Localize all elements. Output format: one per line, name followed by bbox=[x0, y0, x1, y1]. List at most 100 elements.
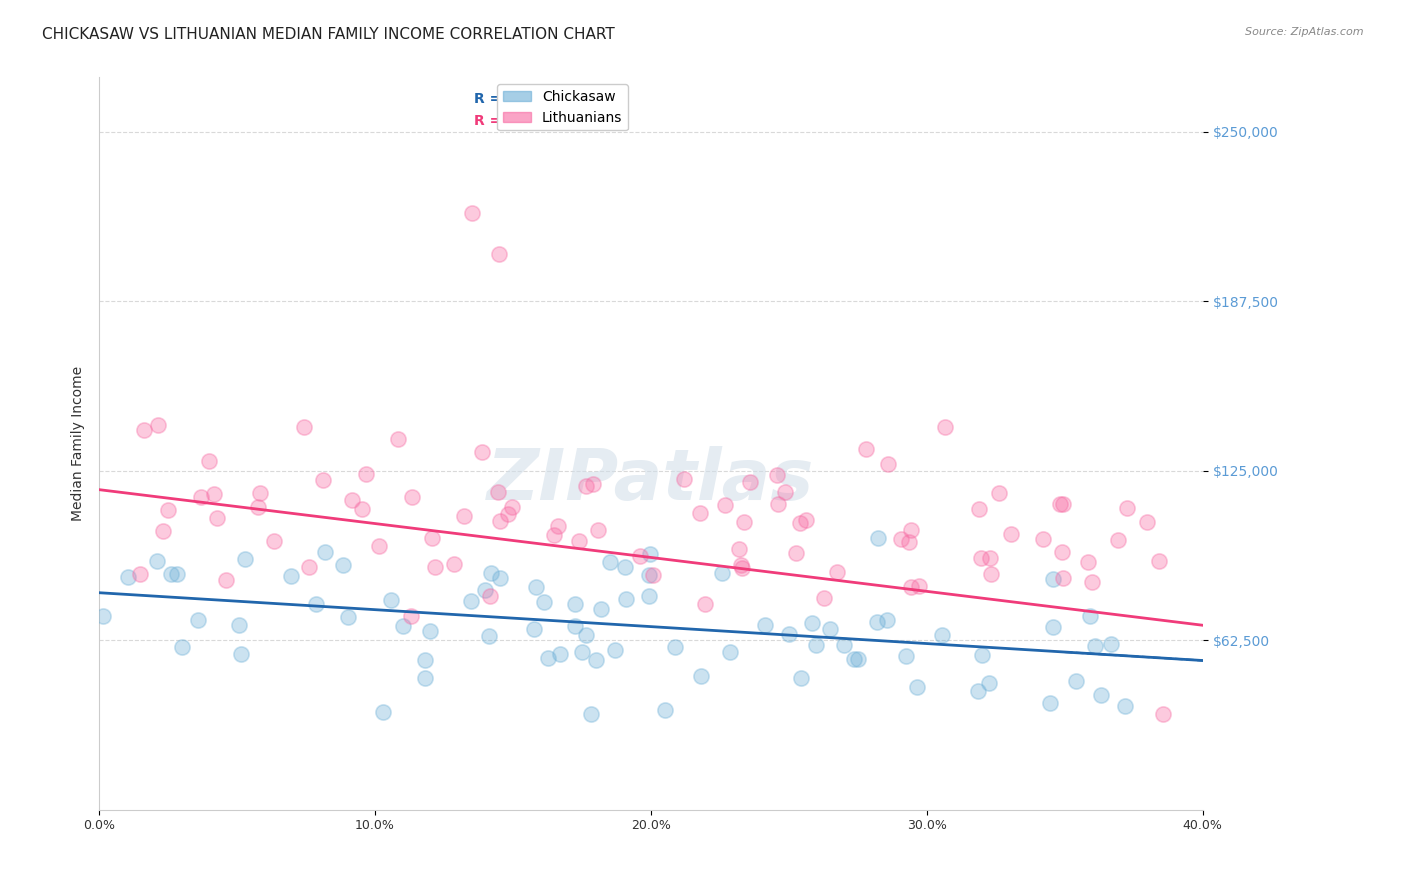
Point bbox=[1000, 526, 1022, 541]
Y-axis label: Median Family Income: Median Family Income bbox=[72, 366, 86, 521]
Point bbox=[855, 442, 877, 456]
Point bbox=[1077, 556, 1099, 570]
Point bbox=[1078, 608, 1101, 623]
Point bbox=[152, 524, 174, 538]
Point bbox=[399, 608, 422, 623]
Point bbox=[197, 454, 219, 468]
Point bbox=[420, 531, 443, 545]
Point bbox=[478, 590, 501, 604]
Point bbox=[392, 618, 415, 632]
Point bbox=[789, 516, 811, 531]
Point bbox=[738, 475, 761, 490]
Point bbox=[876, 613, 898, 627]
Point bbox=[134, 423, 156, 437]
Point bbox=[931, 628, 953, 642]
Point bbox=[970, 648, 993, 662]
Point bbox=[280, 568, 302, 582]
Point bbox=[599, 555, 621, 569]
Text: CHICKASAW VS LITHUANIAN MEDIAN FAMILY INCOME CORRELATION CHART: CHICKASAW VS LITHUANIAN MEDIAN FAMILY IN… bbox=[42, 27, 614, 42]
Point bbox=[340, 493, 363, 508]
Text: Source: ZipAtlas.com: Source: ZipAtlas.com bbox=[1246, 27, 1364, 37]
Point bbox=[967, 502, 990, 516]
Point bbox=[575, 479, 598, 493]
Point bbox=[842, 652, 865, 666]
Point bbox=[1149, 553, 1171, 567]
Point bbox=[419, 624, 441, 638]
Point bbox=[460, 594, 482, 608]
Point bbox=[1107, 533, 1129, 548]
Point bbox=[215, 573, 238, 587]
Point bbox=[778, 626, 800, 640]
Point bbox=[380, 593, 402, 607]
Point bbox=[488, 246, 510, 260]
Point bbox=[368, 540, 391, 554]
Point bbox=[305, 597, 328, 611]
Point bbox=[1052, 571, 1074, 585]
Point bbox=[489, 571, 512, 585]
Point bbox=[654, 703, 676, 717]
Point bbox=[673, 472, 696, 486]
Point bbox=[766, 468, 789, 483]
Point bbox=[1084, 639, 1107, 653]
Point bbox=[350, 502, 373, 516]
Point bbox=[579, 706, 602, 721]
Point bbox=[825, 565, 848, 579]
Point bbox=[314, 545, 336, 559]
Point bbox=[160, 567, 183, 582]
Point bbox=[638, 589, 661, 603]
Point bbox=[1039, 696, 1062, 710]
Point bbox=[641, 568, 664, 582]
Point bbox=[733, 515, 755, 529]
Point bbox=[730, 558, 752, 572]
Point bbox=[900, 580, 922, 594]
Point bbox=[710, 566, 733, 580]
Point bbox=[714, 498, 737, 512]
Point bbox=[190, 491, 212, 505]
Point bbox=[93, 609, 115, 624]
Point bbox=[848, 652, 870, 666]
Point bbox=[773, 485, 796, 500]
Point bbox=[297, 560, 319, 574]
Point bbox=[907, 680, 929, 694]
Point bbox=[575, 628, 598, 642]
Point bbox=[524, 580, 547, 594]
Point bbox=[967, 684, 990, 698]
Point bbox=[638, 547, 661, 561]
Point bbox=[537, 650, 560, 665]
Point bbox=[934, 420, 956, 434]
Point bbox=[166, 566, 188, 581]
Point bbox=[591, 602, 613, 616]
Point bbox=[1049, 497, 1071, 511]
Point bbox=[1116, 500, 1139, 515]
Point bbox=[866, 531, 889, 545]
Point bbox=[460, 206, 482, 220]
Point bbox=[489, 514, 512, 528]
Point bbox=[907, 578, 929, 592]
Point bbox=[146, 554, 169, 568]
Point bbox=[523, 623, 546, 637]
Point bbox=[630, 549, 652, 563]
Point bbox=[689, 669, 711, 683]
Point bbox=[205, 511, 228, 525]
Point bbox=[157, 503, 180, 517]
Point bbox=[718, 645, 741, 659]
Text: ZIPatlas: ZIPatlas bbox=[488, 446, 814, 515]
Point bbox=[387, 432, 409, 446]
Point bbox=[401, 490, 423, 504]
Point bbox=[1042, 620, 1064, 634]
Point bbox=[547, 519, 569, 533]
Point bbox=[443, 557, 465, 571]
Point bbox=[488, 485, 510, 500]
Point bbox=[117, 570, 139, 584]
Point bbox=[568, 533, 591, 548]
Point bbox=[664, 640, 686, 655]
Point bbox=[501, 500, 523, 515]
Point bbox=[496, 507, 519, 521]
Point bbox=[796, 513, 818, 527]
Point bbox=[371, 706, 394, 720]
Point bbox=[413, 653, 436, 667]
Point bbox=[471, 445, 494, 459]
Point bbox=[128, 566, 150, 581]
Point bbox=[550, 647, 572, 661]
Point bbox=[148, 417, 170, 432]
